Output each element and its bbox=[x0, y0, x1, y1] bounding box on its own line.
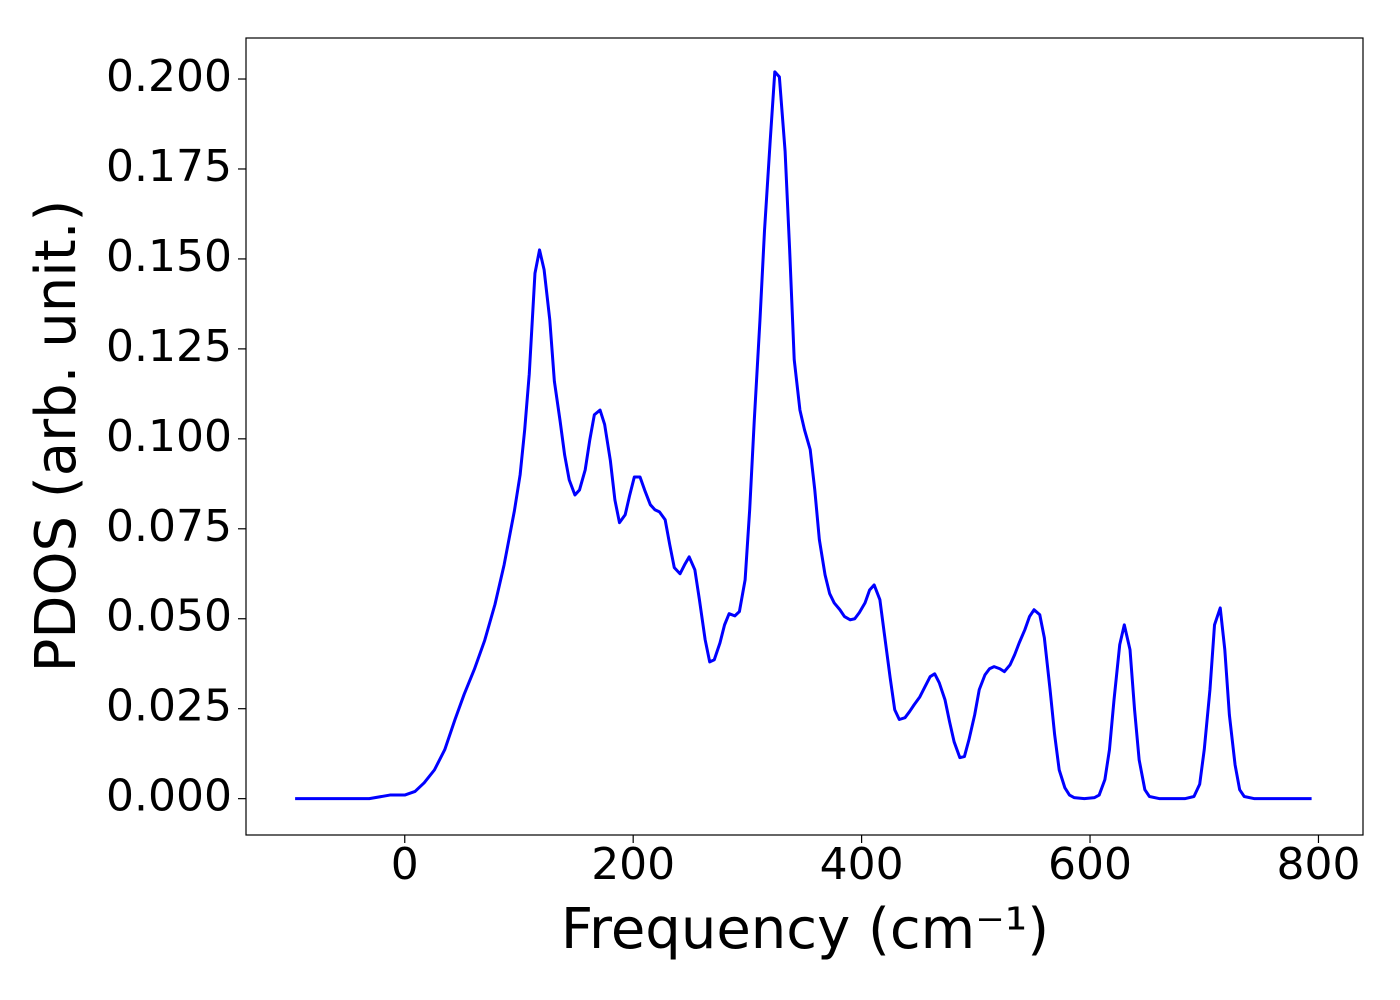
y-tick-label: 0.025 bbox=[106, 681, 232, 732]
y-tick-label: 0.050 bbox=[106, 591, 232, 642]
x-tick-label: 200 bbox=[591, 839, 675, 890]
y-tick-label: 0.125 bbox=[106, 321, 232, 372]
pdos-line bbox=[295, 70, 1312, 801]
x-tick-label: 400 bbox=[820, 839, 904, 890]
y-tick-label: 0.000 bbox=[106, 771, 232, 822]
x-tick-label: 0 bbox=[391, 839, 419, 890]
y-tick-label: 0.100 bbox=[106, 411, 232, 462]
x-axis-label: Frequency (cm⁻¹) bbox=[561, 897, 1049, 962]
x-tick-label: 800 bbox=[1276, 839, 1360, 890]
y-tick-label: 0.175 bbox=[106, 141, 232, 192]
y-tick-label: 0.075 bbox=[106, 501, 232, 552]
y-tick-label: 0.150 bbox=[106, 231, 232, 282]
plot-frame bbox=[245, 37, 1364, 836]
x-tick-label: 600 bbox=[1048, 839, 1132, 890]
y-tick-label: 0.200 bbox=[106, 51, 232, 102]
y-axis-label: PDOS (arb. unit.) bbox=[24, 200, 89, 673]
